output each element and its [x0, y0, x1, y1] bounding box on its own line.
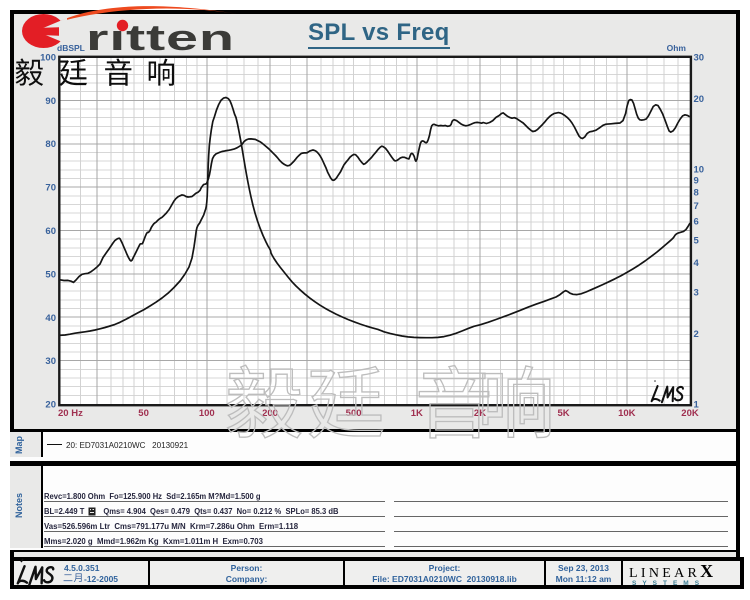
svg-text:5K: 5K — [558, 408, 570, 419]
svg-text:6: 6 — [694, 217, 699, 228]
svg-text:20 Hz: 20 Hz — [58, 408, 83, 419]
svg-text:30: 30 — [45, 356, 56, 367]
svg-text:20K: 20K — [681, 408, 699, 419]
svg-text:7: 7 — [694, 201, 699, 212]
svg-text:100: 100 — [199, 408, 215, 419]
svg-text:9: 9 — [694, 175, 699, 186]
svg-text:50: 50 — [138, 408, 149, 419]
svg-text:60: 60 — [45, 226, 56, 237]
svg-text:4: 4 — [694, 258, 700, 269]
svg-text:2: 2 — [694, 329, 699, 340]
svg-text:70: 70 — [45, 183, 56, 194]
svg-text:20: 20 — [694, 94, 705, 105]
svg-text:20: 20 — [45, 400, 56, 411]
svg-text:30: 30 — [694, 53, 705, 64]
svg-text:200: 200 — [262, 408, 278, 419]
svg-text:1K: 1K — [411, 408, 423, 419]
svg-text:Ohm: Ohm — [667, 43, 687, 53]
svg-text:2K: 2K — [474, 408, 486, 419]
svg-text:50: 50 — [45, 269, 56, 280]
svg-text:90: 90 — [45, 96, 56, 107]
svg-text:5: 5 — [694, 235, 700, 246]
svg-text:40: 40 — [45, 313, 56, 324]
svg-text:10: 10 — [694, 165, 705, 176]
svg-text:500: 500 — [346, 408, 362, 419]
svg-text:dBSPL: dBSPL — [57, 43, 85, 53]
svg-text:8: 8 — [694, 187, 699, 198]
svg-text:3: 3 — [694, 287, 699, 298]
svg-text:1: 1 — [694, 400, 700, 411]
svg-text:10K: 10K — [618, 408, 636, 419]
svg-text:100: 100 — [40, 53, 56, 64]
svg-text:80: 80 — [45, 139, 56, 150]
